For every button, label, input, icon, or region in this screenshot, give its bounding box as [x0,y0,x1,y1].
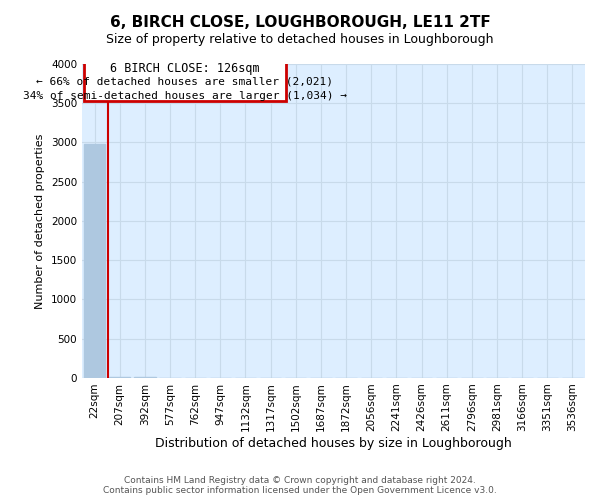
Text: ← 66% of detached houses are smaller (2,021): ← 66% of detached houses are smaller (2,… [36,76,333,86]
Bar [109,377,130,378]
Bar [84,144,105,378]
Text: 6 BIRCH CLOSE: 126sqm: 6 BIRCH CLOSE: 126sqm [110,62,260,76]
Text: Size of property relative to detached houses in Loughborough: Size of property relative to detached ho… [106,32,494,46]
Text: 34% of semi-detached houses are larger (1,034) →: 34% of semi-detached houses are larger (… [23,92,347,102]
Text: Contains HM Land Registry data © Crown copyright and database right 2024.
Contai: Contains HM Land Registry data © Crown c… [103,476,497,495]
Text: 6, BIRCH CLOSE, LOUGHBOROUGH, LE11 2TF: 6, BIRCH CLOSE, LOUGHBOROUGH, LE11 2TF [110,15,490,30]
FancyBboxPatch shape [84,58,286,101]
X-axis label: Distribution of detached houses by size in Loughborough: Distribution of detached houses by size … [155,437,512,450]
Y-axis label: Number of detached properties: Number of detached properties [35,133,46,308]
